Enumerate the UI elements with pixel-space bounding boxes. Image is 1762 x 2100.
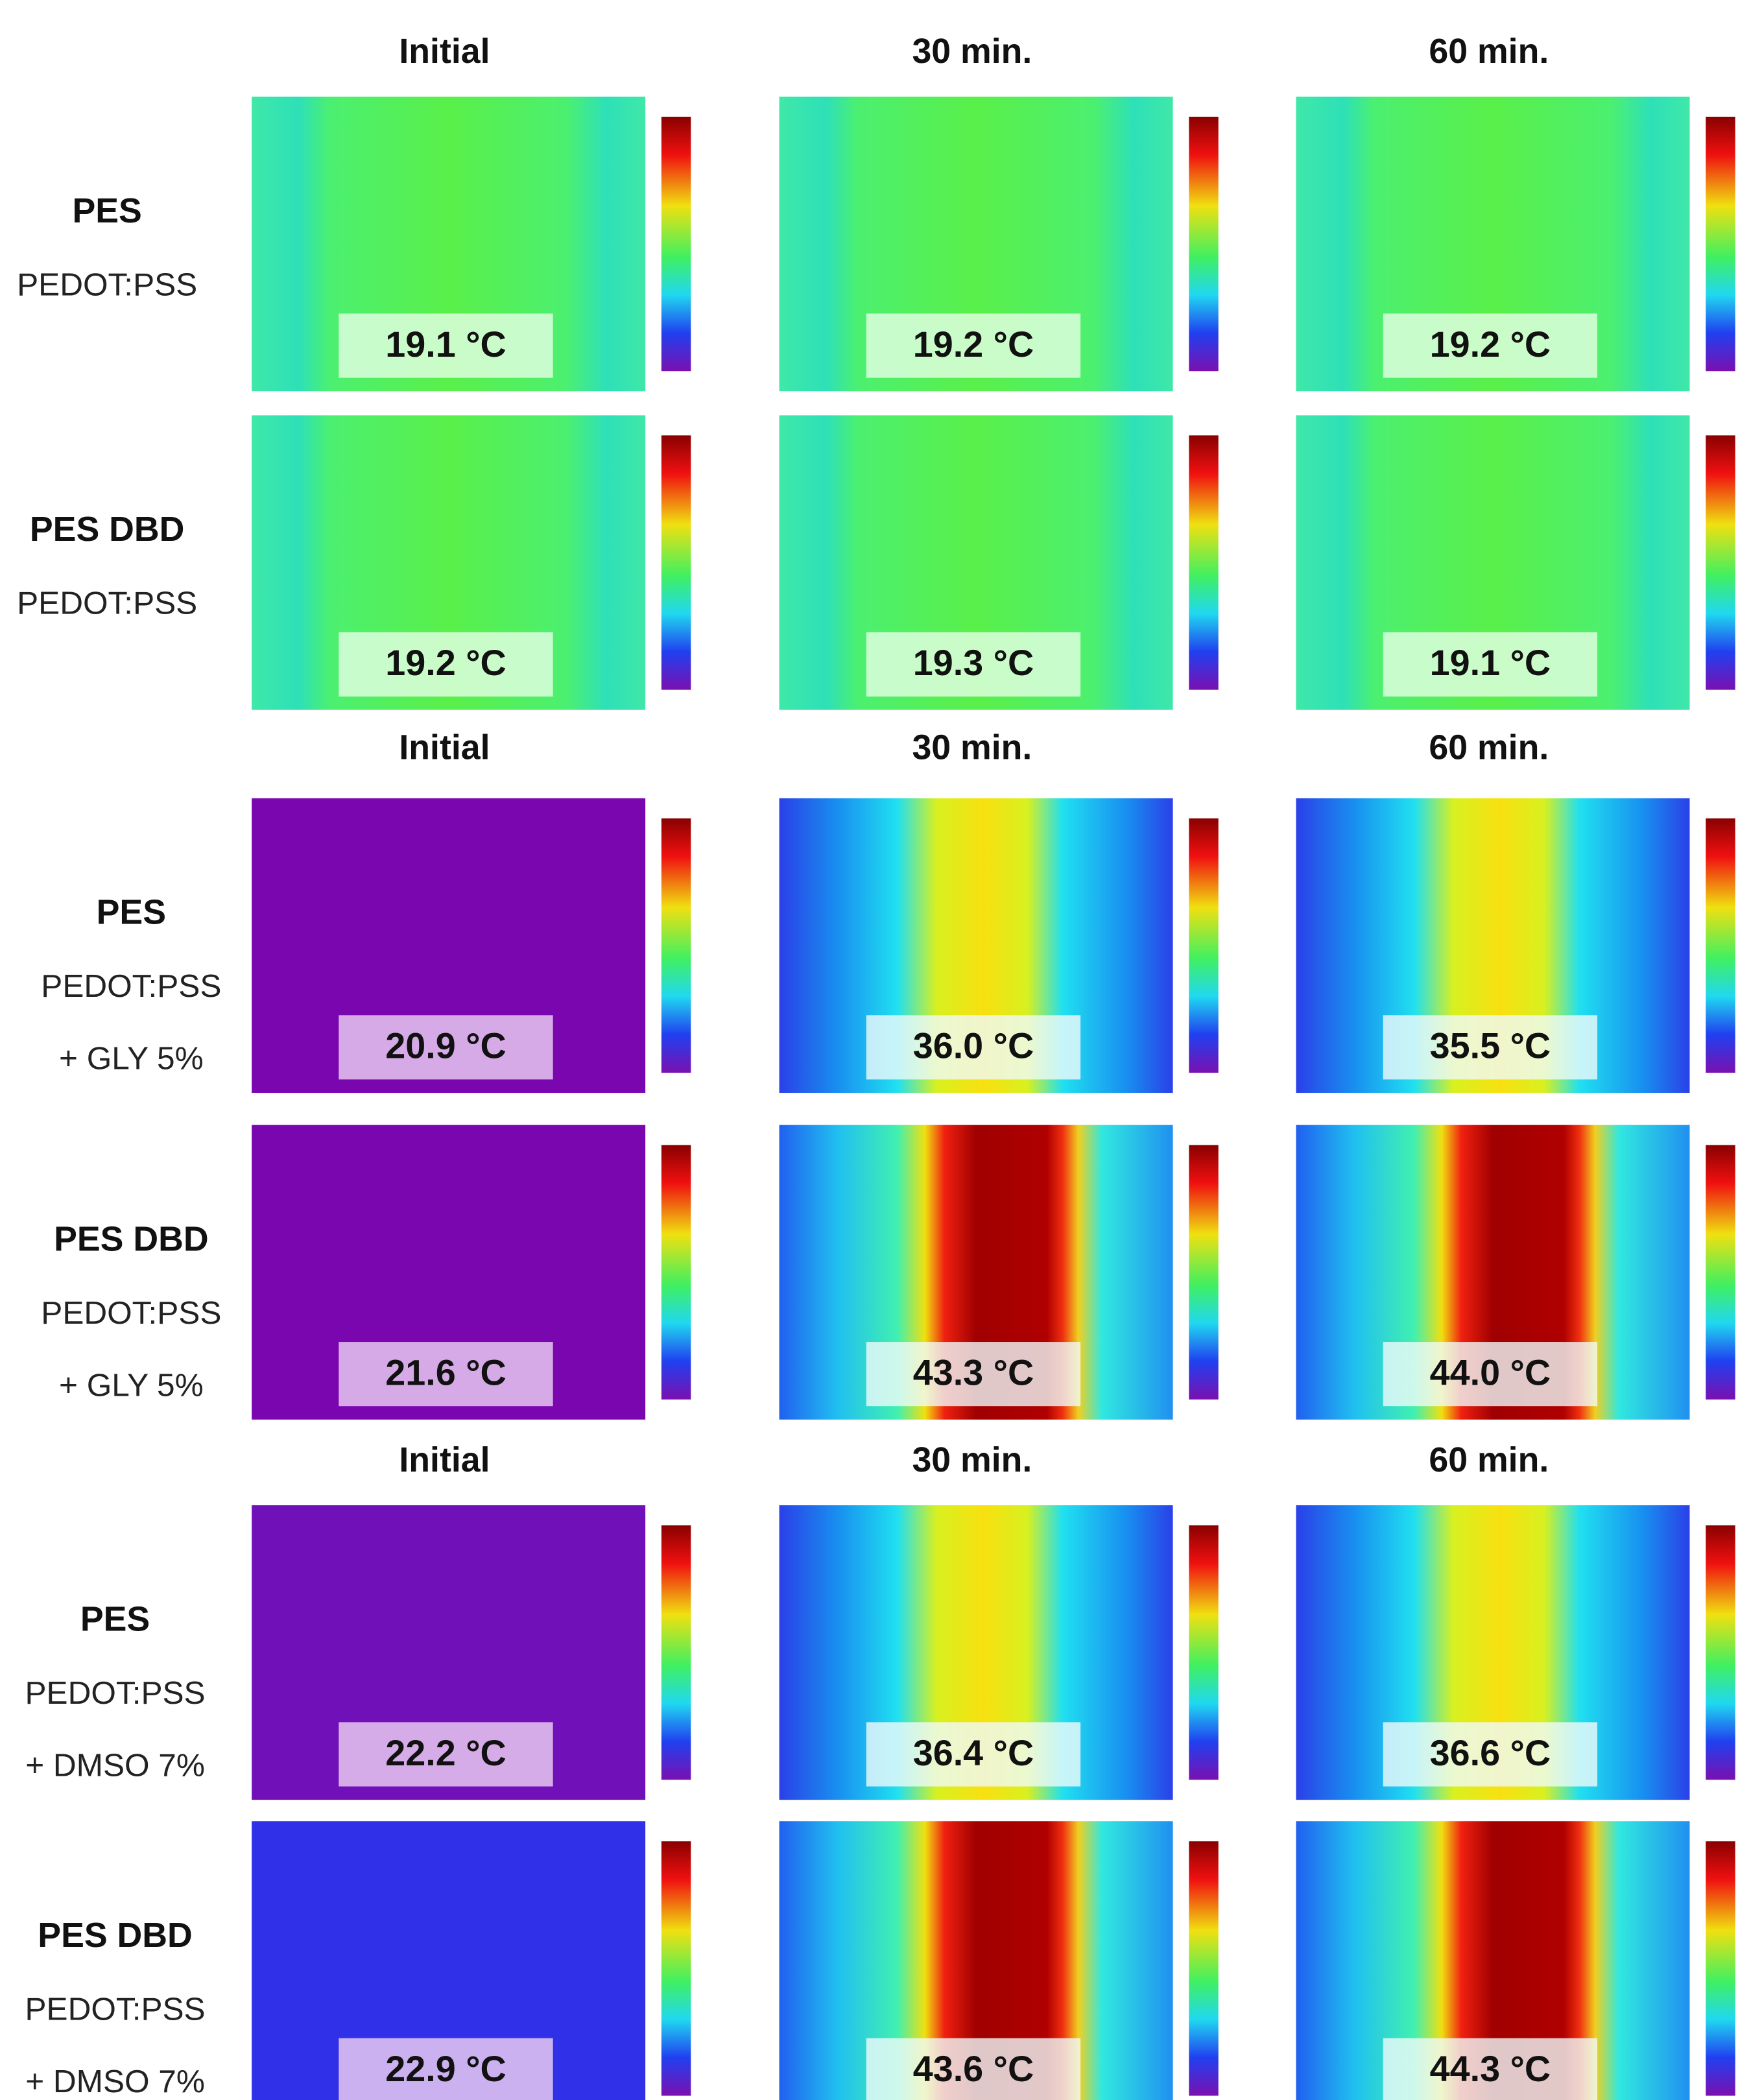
color-scale bbox=[1706, 1145, 1735, 1400]
color-scale bbox=[1189, 1525, 1218, 1780]
column-header: 60 min. bbox=[1429, 728, 1549, 767]
temperature-label: 19.1 °C bbox=[1430, 643, 1551, 683]
row-label: PEDOT:PSS bbox=[25, 1990, 206, 2027]
temperature-label: 36.6 °C bbox=[1430, 1733, 1551, 1773]
color-scale bbox=[1706, 818, 1735, 1073]
row-title: PES bbox=[97, 893, 166, 932]
column-header: 30 min. bbox=[912, 1440, 1032, 1479]
column-header: Initial bbox=[399, 728, 490, 767]
row-title: PES bbox=[80, 1600, 150, 1639]
color-scale bbox=[661, 117, 691, 371]
color-scale bbox=[1706, 1525, 1735, 1780]
color-scale bbox=[661, 1841, 691, 2095]
color-scale bbox=[1706, 435, 1735, 689]
temperature-label: 21.6 °C bbox=[385, 1352, 506, 1392]
row-label: PEDOT:PSS bbox=[41, 968, 221, 1004]
column-header: 30 min. bbox=[912, 32, 1032, 71]
color-scale bbox=[1706, 1841, 1735, 2095]
color-scale bbox=[1189, 117, 1218, 371]
row-label: PEDOT:PSS bbox=[17, 266, 197, 302]
temperature-label: 19.2 °C bbox=[913, 324, 1034, 364]
row-title: PES DBD bbox=[30, 510, 185, 549]
temperature-label: 22.9 °C bbox=[385, 2049, 506, 2089]
color-scale bbox=[661, 1145, 691, 1400]
column-header: Initial bbox=[399, 32, 490, 71]
color-scale bbox=[1189, 435, 1218, 689]
row-label: + DMSO 7% bbox=[25, 2063, 205, 2099]
column-header: Initial bbox=[399, 1440, 490, 1479]
row-label: PEDOT:PSS bbox=[41, 1295, 221, 1331]
row-label: PEDOT:PSS bbox=[25, 1675, 206, 1711]
column-header: 60 min. bbox=[1429, 1440, 1549, 1479]
temperature-label: 43.6 °C bbox=[913, 2049, 1034, 2089]
row-title: PES DBD bbox=[54, 1219, 209, 1258]
temperature-label: 44.3 °C bbox=[1430, 2049, 1551, 2089]
temperature-label: 19.1 °C bbox=[385, 324, 506, 364]
temperature-label: 43.3 °C bbox=[913, 1352, 1034, 1392]
temperature-label: 35.5 °C bbox=[1430, 1026, 1551, 1066]
temperature-label: 19.3 °C bbox=[913, 643, 1034, 683]
temperature-label: 36.0 °C bbox=[913, 1026, 1034, 1066]
color-scale bbox=[661, 818, 691, 1073]
color-scale bbox=[661, 1525, 691, 1780]
temperature-label: 19.2 °C bbox=[1430, 324, 1551, 364]
row-label: + GLY 5% bbox=[59, 1366, 204, 1403]
temperature-label: 19.2 °C bbox=[385, 643, 506, 683]
row-label: PEDOT:PSS bbox=[17, 585, 197, 621]
column-header: 30 min. bbox=[912, 728, 1032, 767]
row-label: + GLY 5% bbox=[59, 1040, 204, 1077]
temperature-label: 22.2 °C bbox=[385, 1733, 506, 1773]
row-label: + DMSO 7% bbox=[25, 1747, 205, 1784]
row-title: PES DBD bbox=[38, 1916, 193, 1955]
color-scale bbox=[1189, 1145, 1218, 1400]
color-scale bbox=[1189, 1841, 1218, 2095]
column-header: 60 min. bbox=[1429, 32, 1549, 71]
figure: Initial 30 min. 60 min. PES PEDOT:PSS 19.1 °C… bbox=[0, 0, 1762, 2100]
temperature-label: 44.0 °C bbox=[1430, 1352, 1551, 1392]
temperature-label: 36.4 °C bbox=[913, 1733, 1034, 1773]
color-scale bbox=[1189, 818, 1218, 1073]
temperature-label: 20.9 °C bbox=[385, 1026, 506, 1066]
color-scale bbox=[661, 435, 691, 689]
row-title: PES bbox=[72, 191, 141, 230]
color-scale bbox=[1706, 117, 1735, 371]
